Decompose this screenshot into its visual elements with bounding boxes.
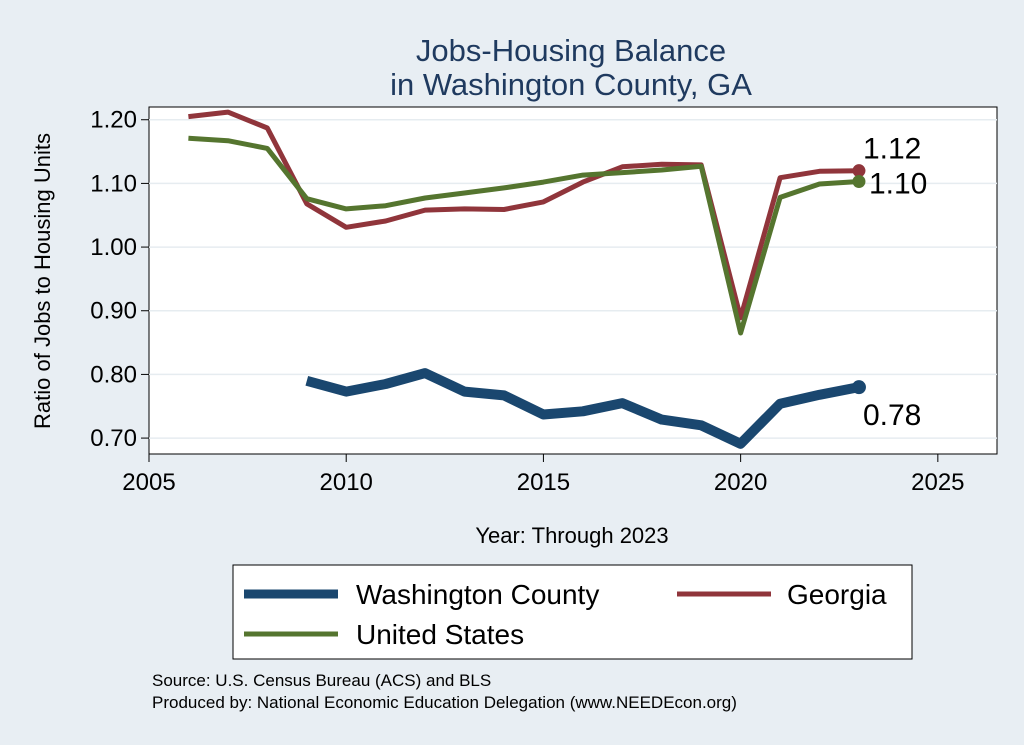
series-line-united-states: [188, 135, 860, 336]
x-tick-label: 2020: [714, 469, 767, 496]
x-tick-label: 2005: [122, 469, 175, 496]
x-tick-label: 2025: [911, 469, 964, 496]
end-label-washington-county: 0.78: [863, 399, 921, 432]
y-axis-ticks: 0.70 0.80 0.90 1.00 1.10 1.20: [90, 107, 149, 452]
y-tick-label: 1.20: [90, 107, 137, 134]
y-tick-label: 0.70: [90, 425, 137, 452]
x-axis-label: Year: Through 2023: [475, 523, 668, 548]
x-tick-label: 2015: [517, 469, 570, 496]
plot-area: [148, 106, 998, 455]
chart-title-line-2: in Washington County, GA: [390, 67, 752, 102]
legend-label-washington-county: Washington County: [356, 579, 599, 610]
y-tick-label: 0.90: [90, 298, 137, 325]
series-line-washington-county: [305, 368, 860, 449]
legend-label-united-states: United States: [356, 619, 524, 650]
source-line-2: Produced by: National Economic Education…: [152, 693, 737, 712]
series-endpoint-washington-county: [851, 380, 866, 395]
series-layer: 0.78 1.121.10: [188, 109, 927, 449]
chart-title-line-1: Jobs-Housing Balance: [416, 33, 726, 68]
gridlines: [149, 118, 997, 439]
source-line-1: Source: U.S. Census Bureau (ACS) and BLS: [152, 671, 491, 690]
series-endpoint-georgia: [852, 164, 866, 178]
legend-label-georgia: Georgia: [787, 579, 887, 610]
y-tick-label: 1.00: [90, 234, 137, 261]
y-tick-label: 1.10: [90, 170, 137, 197]
legend-box: [232, 564, 913, 660]
y-axis-label: Ratio of Jobs to Housing Units: [30, 133, 55, 429]
series-endpoint-united-states: [852, 174, 866, 188]
end-label-georgia: 1.12: [863, 133, 921, 166]
x-axis-ticks: 2005 2010 2015 2020 2025: [122, 454, 965, 496]
x-tick-label: 2010: [320, 469, 373, 496]
end-label-united-states: 1.10: [869, 167, 927, 200]
y-tick-label: 0.80: [90, 361, 137, 388]
